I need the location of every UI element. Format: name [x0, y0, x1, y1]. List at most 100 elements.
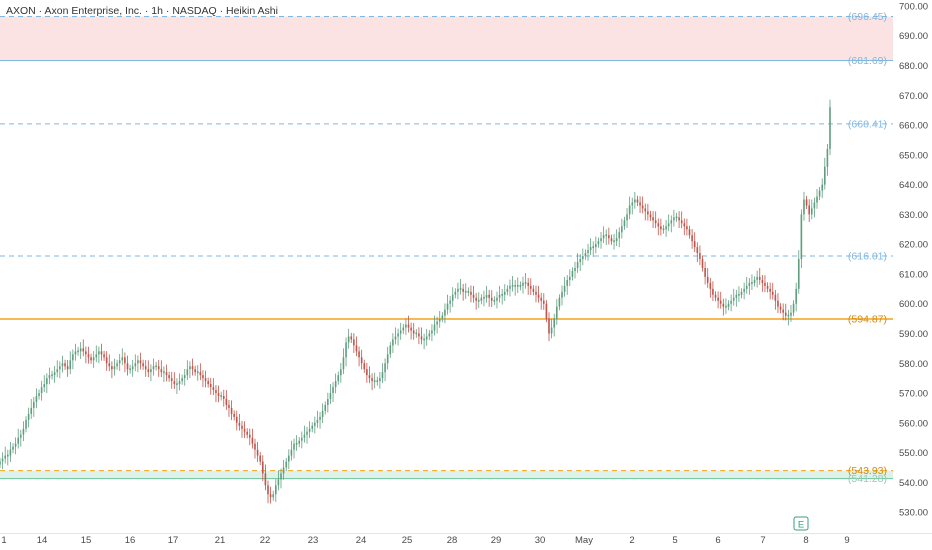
candle-up	[301, 437, 303, 441]
candle-up	[451, 294, 454, 301]
candle-down	[412, 330, 415, 334]
y-tick-label: 690.00	[899, 31, 928, 42]
candle-up	[405, 324, 407, 328]
candle-up	[790, 312, 792, 316]
candle-up	[571, 270, 574, 277]
y-tick-label: 530.00	[899, 508, 928, 519]
candle-down	[124, 357, 126, 364]
candle-down	[548, 318, 550, 334]
candle-down	[540, 297, 542, 301]
candle-up	[446, 303, 449, 310]
candle-down	[805, 199, 808, 206]
candle-down	[215, 390, 217, 394]
candle-up	[597, 241, 600, 245]
candle-down	[704, 267, 706, 277]
candle-down	[475, 297, 477, 301]
candle-up	[337, 375, 340, 382]
candle-down	[779, 306, 782, 310]
candle-up	[628, 205, 631, 215]
candle-up	[293, 443, 295, 450]
candle-down	[470, 291, 472, 295]
candle-up	[618, 232, 621, 239]
earnings-marker[interactable]: E	[793, 516, 809, 531]
candle-up	[384, 363, 386, 373]
candle-up	[795, 288, 797, 304]
candle-down	[233, 413, 235, 417]
candle-up	[576, 262, 579, 268]
candle-up	[438, 318, 441, 322]
candle-down	[85, 351, 87, 355]
candle-down	[142, 363, 144, 367]
candle-up	[98, 351, 100, 355]
candle-down	[696, 247, 699, 254]
candle-up	[511, 284, 514, 287]
candle-up	[662, 228, 665, 231]
candle-up	[592, 246, 595, 249]
candle-up	[129, 368, 131, 371]
y-tick-label: 680.00	[899, 61, 928, 72]
candles-layer	[0, 99, 831, 504]
candle-down	[647, 211, 649, 215]
candle-down	[368, 375, 371, 379]
candle-down	[535, 291, 537, 295]
candle-up	[516, 284, 519, 287]
candle-down	[108, 363, 111, 367]
candle-down	[722, 303, 725, 307]
earnings-marker-box	[793, 516, 809, 531]
candle-down	[758, 276, 761, 280]
candle-down	[608, 235, 610, 239]
candle-up	[53, 372, 56, 376]
time-axis: 1 14 15 16 17 21 22 23 24 25 28 29 30 May 2 5 6 7 8 9E	[0, 516, 932, 546]
candle-up	[6, 454, 9, 457]
candle-up	[181, 378, 183, 382]
candle-up	[30, 407, 33, 414]
candle-up	[306, 431, 308, 435]
level-lines-layer	[0, 16, 893, 480]
candle-up	[444, 309, 446, 316]
candle-up	[745, 285, 748, 289]
candle-down	[251, 437, 254, 444]
candle-down	[545, 303, 548, 319]
y-tick-label: 620.00	[899, 240, 928, 251]
candle-down	[66, 366, 69, 370]
y-tick-label: 670.00	[899, 91, 928, 102]
candle-up	[69, 360, 72, 370]
candle-up	[621, 226, 623, 233]
candle-down	[238, 422, 241, 426]
candle-up	[673, 217, 675, 221]
candle-up	[457, 288, 459, 292]
candle-up	[748, 282, 751, 286]
candle-up	[327, 399, 329, 405]
candle-up	[196, 371, 199, 374]
candle-up	[397, 333, 399, 337]
candle-up	[730, 300, 732, 304]
level-label: (543.93)	[848, 465, 887, 477]
candle-down	[248, 434, 251, 438]
candle-down	[194, 369, 196, 373]
candle-up	[379, 378, 381, 382]
candle-up	[399, 330, 402, 334]
candle-down	[527, 282, 529, 286]
y-tick-label: 600.00	[899, 299, 928, 310]
candle-up	[623, 220, 626, 227]
candle-up	[329, 393, 332, 400]
y-tick-label: 570.00	[899, 389, 928, 400]
candle-up	[381, 372, 384, 379]
candle-up	[579, 259, 582, 263]
candle-up	[137, 360, 139, 364]
candle-down	[766, 285, 769, 289]
candle-up	[602, 235, 605, 239]
level-label: (660.41)	[848, 118, 887, 130]
y-tick-label: 630.00	[899, 210, 928, 221]
candle-up	[574, 267, 576, 271]
candle-up	[615, 238, 618, 242]
y-tick-label: 610.00	[899, 269, 928, 280]
candle-up	[308, 428, 311, 432]
x-tick-label: 5	[672, 535, 677, 546]
candle-up	[566, 279, 569, 286]
candle-up	[176, 383, 178, 386]
level-label: (616.01)	[848, 251, 887, 263]
candle-up	[600, 238, 602, 242]
candle-down	[709, 282, 712, 289]
candle-up	[25, 419, 27, 429]
